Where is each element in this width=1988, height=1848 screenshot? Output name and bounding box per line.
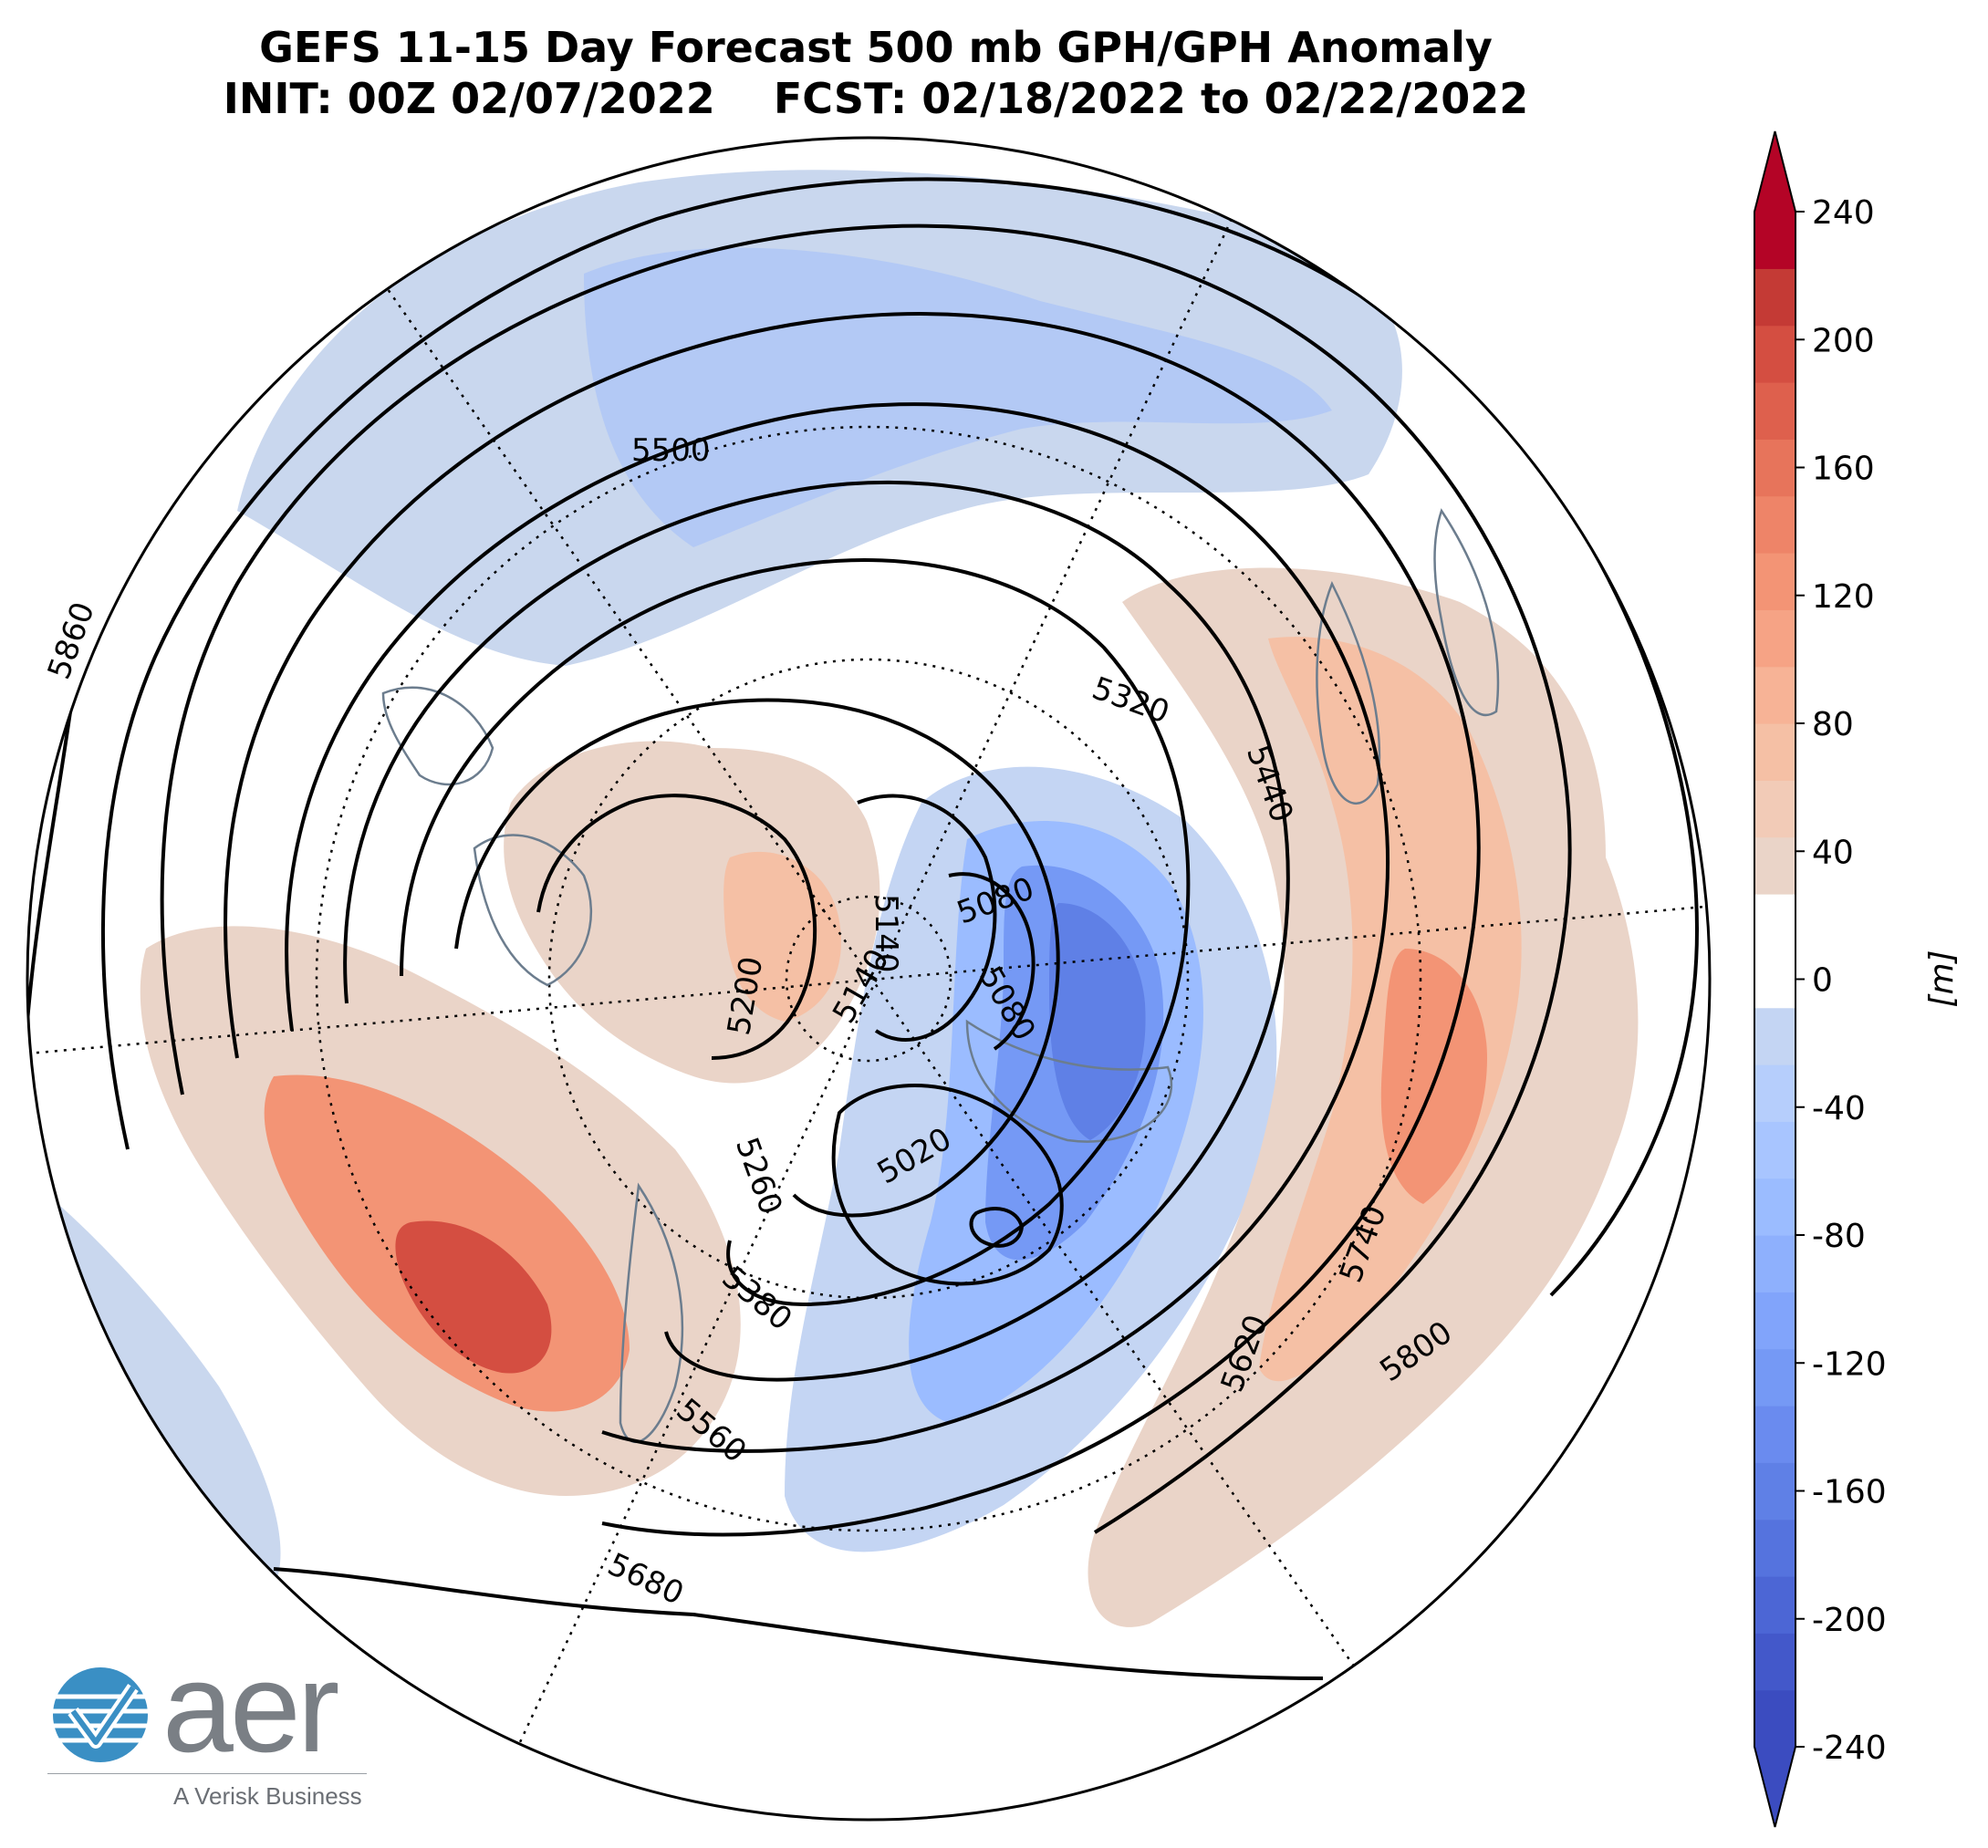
colorbar-segment [1754,439,1795,497]
colorbar-segment [1754,1462,1795,1521]
contour-5200 [536,794,817,1060]
aer-globe-check-icon [53,1667,148,1762]
colorbar-segment [1754,1064,1795,1122]
coastline-scandinavia [1316,580,1381,805]
colorbar-segment [1754,1406,1795,1463]
colorbar-segment [1754,894,1795,951]
colorbar-tick-label: 120 [1812,578,1875,616]
latitude-circle-40 [315,425,1422,1532]
colorbar-segment [1754,609,1795,668]
colorbar-tick-label: -240 [1812,1729,1887,1767]
colorbar-tick-label: 80 [1812,706,1854,743]
contour-5500 [400,558,1191,1307]
coastline-greenland [473,834,592,987]
map-border [26,136,1712,1822]
colorbar-tick-label: 160 [1812,451,1875,488]
contour-5860-south [273,1567,1324,1680]
colorbar-tick-label: -200 [1812,1602,1887,1639]
contour-low-center [969,1207,1025,1248]
colorbar-segment [1754,780,1795,838]
colorbar-segment [1754,950,1795,1009]
anomaly-negative-north-core [584,247,1332,547]
contour-5320 [454,698,1060,1218]
colorbar-segment [1754,1576,1795,1634]
colorbar-segment [1754,1519,1795,1577]
title-line-2: INIT: 00Z 02/07/2022 FCST: 02/18/2022 to… [223,74,1529,123]
colorbar-ticks: 240 200 160 120 80 40 0 -40 -80 -120 -160 -200 -240 [1795,194,1887,1767]
colorbar-tick-label: -80 [1812,1218,1866,1255]
height-contours [27,177,1700,1680]
colorbar-tick-label: 0 [1812,962,1833,1000]
colorbar: 24020016012080400-40-80-120-160-200-240 … [1754,130,1961,1828]
colorbar-segment [1754,666,1795,724]
contour-label: 5140 [868,894,904,973]
colorbar-segment [1754,1633,1795,1691]
anomaly-positive-west-core [395,1220,552,1374]
colorbar-tick-label: -120 [1812,1345,1887,1383]
coastlines [381,508,1500,1443]
colorbar-segment [1754,212,1795,269]
colorbar-tick-label: -40 [1812,1090,1866,1127]
latitude-circle-80 [785,895,952,1063]
colorbar-tick-label: -160 [1812,1474,1887,1511]
colorbar-unit-label: [m] [1923,950,1961,1007]
colorbar-segment [1754,1235,1795,1293]
colorbar-min-extend [1754,1747,1795,1827]
coastline-alaska [619,1182,684,1443]
colorbar-segment [1754,1292,1795,1350]
logo-divider [47,1773,367,1774]
contour-5560 [343,480,1290,1382]
contour-5800-west [101,177,1700,1297]
colorbar-segment [1754,553,1795,610]
anomaly-fill-layer [35,170,1639,1627]
colorbar-segment [1754,325,1795,383]
coastline-siberia [965,1019,1173,1143]
colorbar-segment [1754,495,1795,554]
colorbar-segments [1754,212,1795,1748]
map-title: GEFS 11-15 Day Forecast 500 mb GPH/GPH A… [0,22,1752,124]
contour-label: 5860 [41,597,102,684]
contour-label: 5680 [602,1546,689,1613]
graticule [27,218,1710,1743]
colorbar-tick-label: 40 [1812,834,1854,871]
contour-label: 5260 [728,1133,789,1220]
contour-5680 [224,312,1481,1537]
colorbar-segment [1754,1121,1795,1179]
contour-5140 [857,794,997,1042]
meridian-line-c [518,218,1233,1743]
meridian-line-b [381,282,1361,1675]
anomaly-negative-southwest [35,1186,281,1587]
colorbar-segment [1754,836,1795,895]
colorbar-segment [1754,723,1795,781]
aer-wordmark: aer [162,1635,339,1779]
contour-5620 [285,402,1390,1453]
contour-5080 [948,872,1036,1051]
colorbar-tick-label: 240 [1812,194,1875,232]
contour-5860 [27,692,75,1023]
colorbar-segment [1754,268,1795,327]
contour-5020 [831,1084,1064,1286]
colorbar-max-extend [1754,131,1795,212]
colorbar-segment [1754,1178,1795,1236]
contour-label: 5500 [631,432,711,469]
aer-tagline: A Verisk Business [173,1782,362,1810]
latitude-circle-60 [547,658,1190,1300]
contour-5740 [160,223,1572,1534]
colorbar-tick-label: 200 [1812,322,1875,359]
coastline-europe [1433,508,1500,717]
colorbar-segment [1754,1348,1795,1407]
aer-logo: aer A Verisk Business [46,1635,374,1810]
colorbar-segment [1754,1689,1795,1748]
coastline-hudson-bay [381,686,494,786]
colorbar-segment [1754,1007,1795,1065]
title-line-1: GEFS 11-15 Day Forecast 500 mb GPH/GPH A… [259,23,1493,72]
colorbar-segment [1754,382,1795,440]
